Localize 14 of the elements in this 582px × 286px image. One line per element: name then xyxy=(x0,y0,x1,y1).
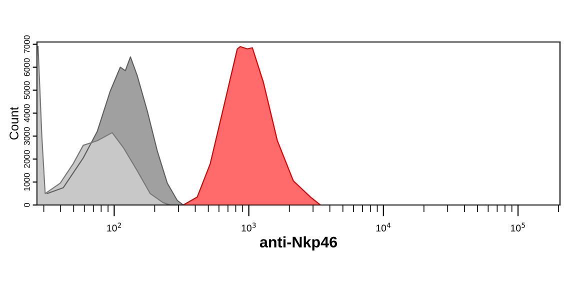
y-axis-title: Count xyxy=(10,106,18,140)
x-tick-label: 10$^{4}$ xyxy=(376,222,390,232)
x-axis-title: anti-Nkp46 xyxy=(260,236,338,251)
y-tick-label: 0 xyxy=(24,203,30,207)
y-tick-label: 5000 xyxy=(24,81,30,100)
x-tick-label: 10$^{5}$ xyxy=(511,222,525,232)
y-tick-label: 3000 xyxy=(24,127,30,146)
y-tick-label: 7000 xyxy=(24,35,30,54)
y-tick-label: 2000 xyxy=(24,150,30,168)
x-tick-label: 10$^{3}$ xyxy=(242,222,256,232)
x-tick-label: 10$^{2}$ xyxy=(107,222,121,232)
y-tick-label: 1000 xyxy=(24,173,30,191)
y-tick-label: 6000 xyxy=(24,58,30,76)
y-tick-label: 4000 xyxy=(24,104,30,122)
